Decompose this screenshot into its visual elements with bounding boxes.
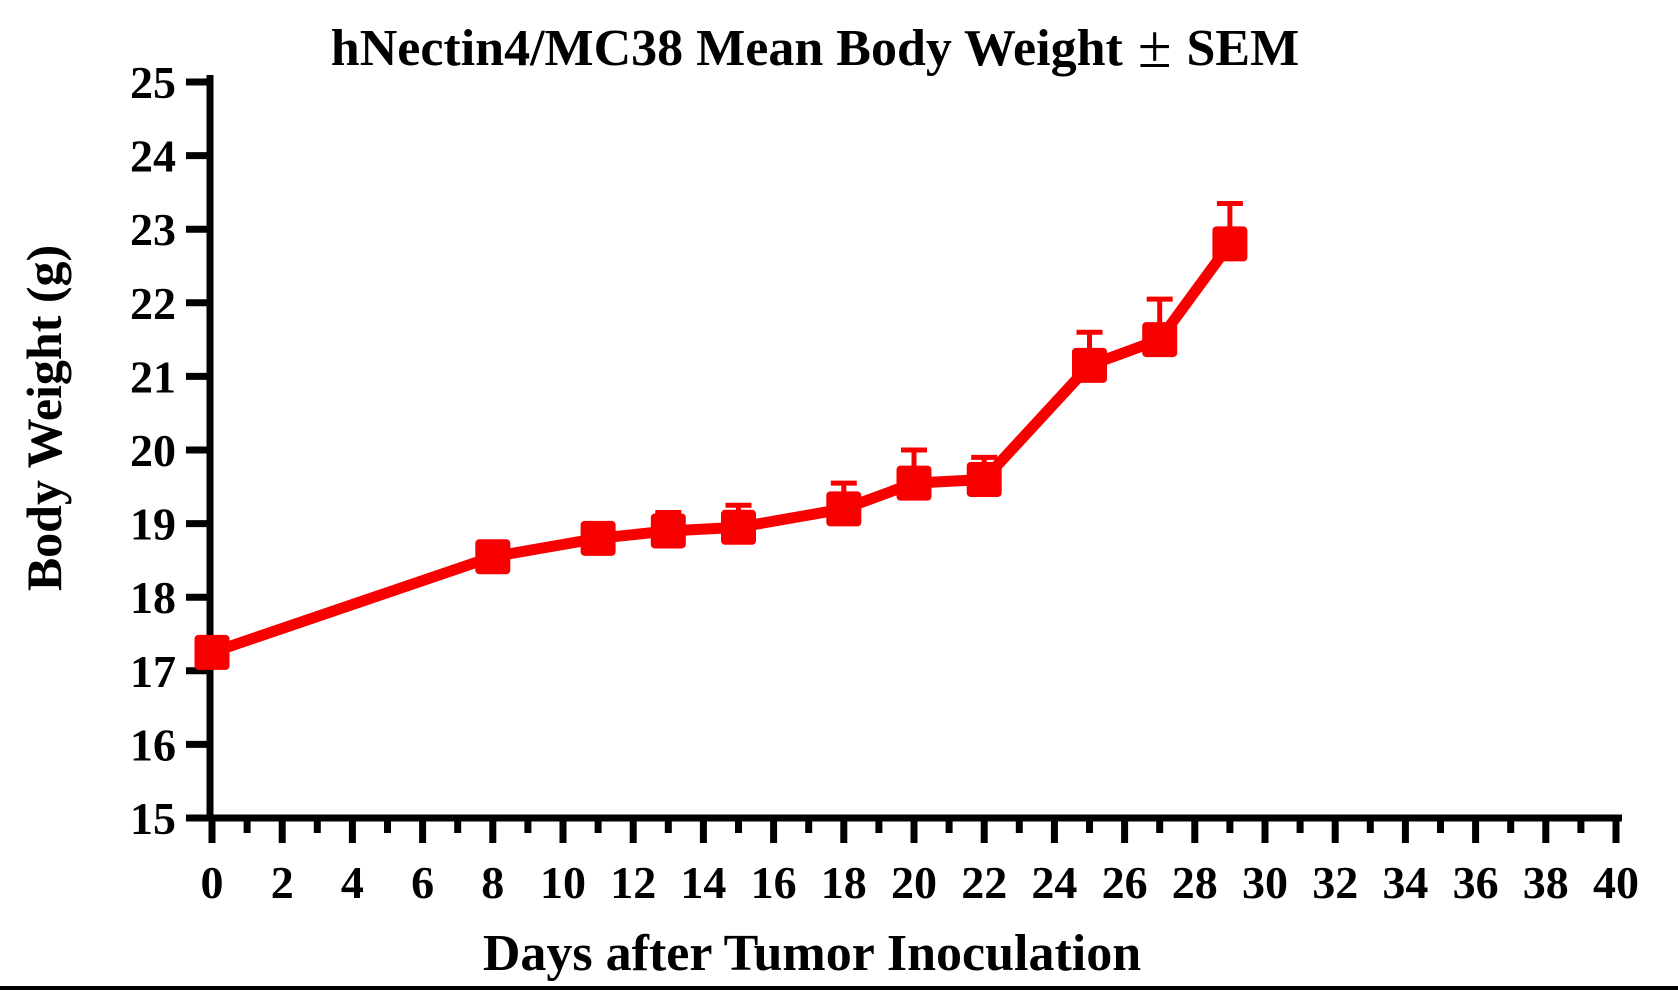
x-axis-tick-label: 36 bbox=[1453, 857, 1499, 908]
x-axis-tick-label: 28 bbox=[1172, 857, 1218, 908]
axis-line bbox=[206, 75, 1622, 822]
x-axis-tick-label: 22 bbox=[961, 857, 1007, 908]
chart-title: hNectin4/MC38 Mean Body Weight ± SEM bbox=[0, 13, 1630, 81]
series-marker bbox=[826, 491, 862, 527]
y-axis-tick-label: 15 bbox=[130, 793, 176, 844]
series-marker bbox=[650, 513, 686, 549]
y-axis-tick-label: 23 bbox=[130, 204, 176, 255]
plus-minus-symbol: ± bbox=[1137, 13, 1172, 81]
series-marker bbox=[475, 539, 511, 575]
x-axis-tick-label: 40 bbox=[1593, 857, 1639, 908]
y-axis-tick-label: 22 bbox=[130, 278, 176, 329]
chart-title-text: hNectin4/MC38 Mean Body Weight bbox=[330, 20, 1123, 78]
x-axis-tick-label: 24 bbox=[1031, 857, 1077, 908]
x-axis-tick-label: 38 bbox=[1523, 857, 1569, 908]
x-axis-tick-label: 2 bbox=[271, 857, 294, 908]
y-axis-tick-label: 21 bbox=[130, 351, 176, 402]
x-axis-tick-label: 4 bbox=[341, 857, 364, 908]
series-marker bbox=[1072, 347, 1107, 383]
chart-title-suffix: SEM bbox=[1186, 20, 1300, 78]
series-marker bbox=[896, 465, 932, 501]
x-axis-tick-label: 34 bbox=[1382, 857, 1428, 908]
x-axis-tick-label: 12 bbox=[610, 857, 656, 908]
x-axis-tick-label: 26 bbox=[1102, 857, 1148, 908]
y-axis-tick-label: 16 bbox=[130, 719, 176, 770]
x-axis-tick-label: 20 bbox=[891, 857, 937, 908]
x-axis-tick-label: 8 bbox=[481, 857, 504, 908]
series-marker bbox=[966, 461, 1002, 497]
series-marker bbox=[1212, 226, 1248, 262]
x-axis-title: Days after Tumor Inoculation bbox=[482, 925, 1142, 982]
y-axis-tick-label: 24 bbox=[130, 131, 176, 182]
bottom-divider bbox=[0, 986, 1678, 990]
series-line bbox=[210, 240, 1235, 658]
series-marker bbox=[1142, 322, 1178, 358]
x-axis-tick-label: 0 bbox=[201, 857, 224, 908]
x-axis-tick-label: 18 bbox=[821, 857, 867, 908]
series-marker bbox=[194, 634, 230, 670]
x-axis-tick-label: 6 bbox=[411, 857, 434, 908]
series-marker bbox=[580, 520, 616, 556]
x-axis-tick-label: 10 bbox=[540, 857, 586, 908]
y-axis-tick-label: 25 bbox=[130, 57, 176, 108]
x-axis-tick-label: 32 bbox=[1312, 857, 1358, 908]
x-axis-tick-label: 16 bbox=[751, 857, 797, 908]
x-axis-tick-label: 14 bbox=[680, 857, 726, 908]
y-axis-tick-label: 18 bbox=[130, 572, 176, 623]
x-axis-tick-label: 30 bbox=[1242, 857, 1288, 908]
series-marker bbox=[721, 509, 756, 545]
y-axis-tick-label: 19 bbox=[130, 499, 176, 550]
y-axis-tick-label: 17 bbox=[130, 646, 176, 697]
y-axis-tick-label: 20 bbox=[130, 425, 176, 476]
